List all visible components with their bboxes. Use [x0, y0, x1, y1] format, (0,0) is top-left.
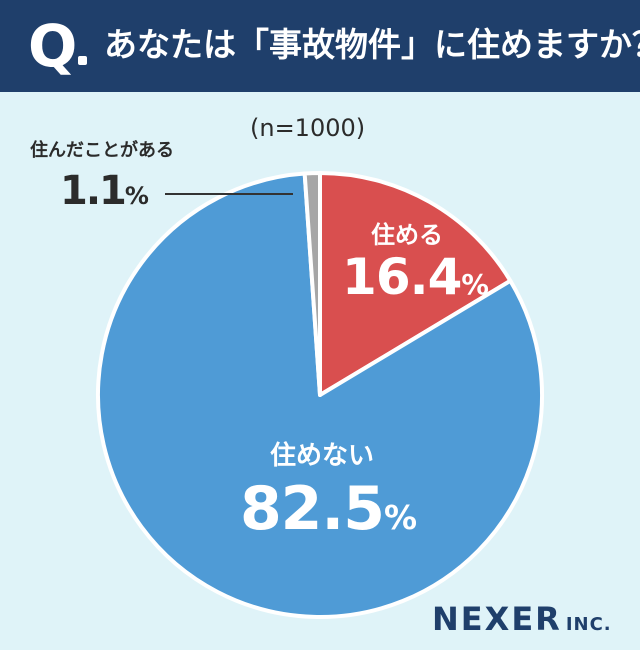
- q-mark: Q: [28, 12, 78, 80]
- question-header: Q あなたは「事故物件」に住めますか？: [0, 0, 640, 92]
- leader-line: [165, 193, 293, 195]
- question-text: あなたは「事故物件」に住めますか？: [104, 25, 640, 64]
- slice-value-can-live: 16.4%: [342, 248, 489, 306]
- slice-label-can-live: 住める: [371, 221, 443, 249]
- q-dot: [78, 56, 87, 65]
- pie-slice-can-live: [318, 171, 513, 397]
- slice-value-lived: 1.1%: [60, 168, 149, 214]
- sample-size: (n=1000): [250, 114, 366, 142]
- pie-slice-lived: [302, 171, 322, 397]
- slice-label-cannot-live: 住めない: [269, 441, 374, 471]
- slice-value-cannot-live: 82.5%: [239, 474, 417, 544]
- brand-logo: NEXER INC.: [432, 600, 612, 638]
- slice-label-lived: 住んだことがある: [30, 140, 174, 161]
